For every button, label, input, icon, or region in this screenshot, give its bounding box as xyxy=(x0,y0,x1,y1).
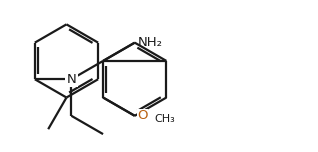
Text: N: N xyxy=(66,73,76,86)
Text: O: O xyxy=(137,109,148,122)
Text: CH₃: CH₃ xyxy=(154,114,175,124)
Text: NH₂: NH₂ xyxy=(138,36,163,49)
